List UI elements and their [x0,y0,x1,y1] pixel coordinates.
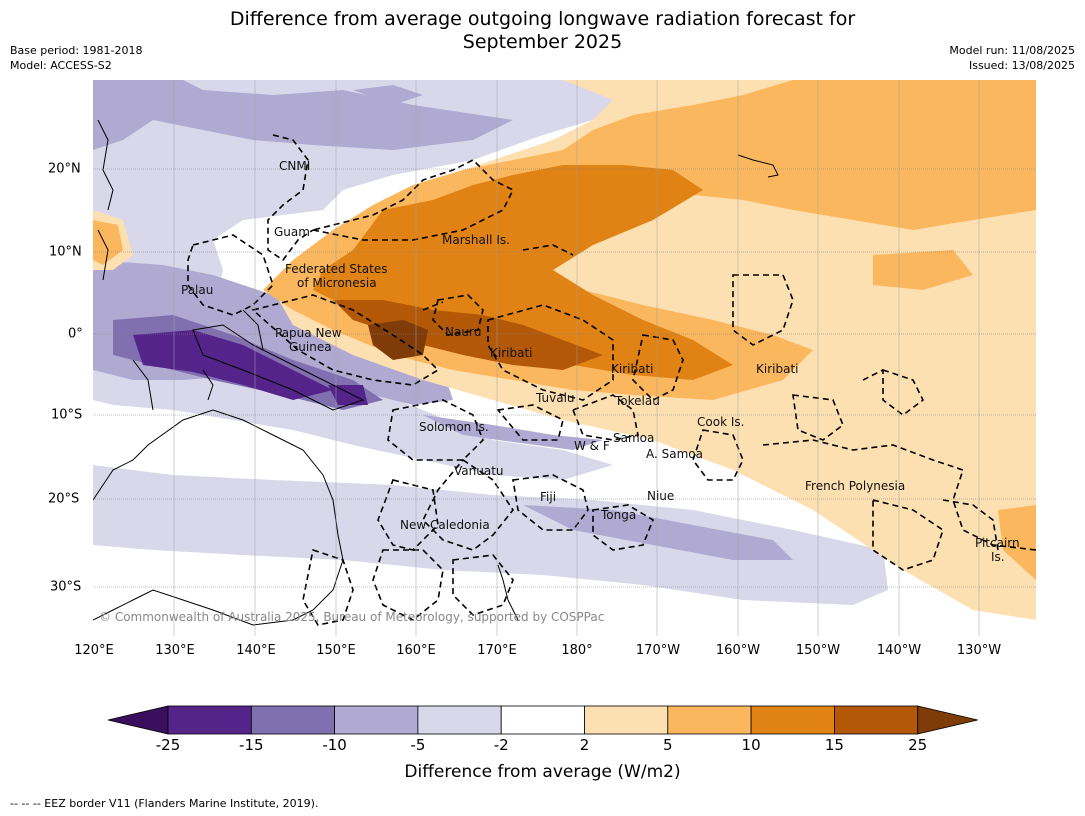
base-period: Base period: 1981-2018 [10,44,143,57]
label-marshall-islands: Marshall Is. [442,233,510,247]
label-kiribati-central: Kiribati [611,362,653,376]
colorbar-label: -25 [155,736,181,754]
x-tick: 150°W [795,643,841,658]
colorbar-label: 2 [579,736,590,754]
x-tick: 180° [561,643,593,658]
label-fiji: Fiji [540,490,556,504]
x-tick: 170°W [635,643,681,658]
label-palau: Palau [181,283,213,297]
coastlines [93,119,779,626]
y-tick: 10°S [51,407,83,423]
colorbar-cell [500,705,585,735]
label-guam: Guam [274,225,310,239]
label-fsm-line2: of Micronesia [297,276,377,290]
colorbar-cell [834,705,919,735]
anomaly-band-pos-strongest [368,320,428,360]
label-solomon-islands: Solomon Is. [419,420,489,434]
colorbar-cell [584,705,669,735]
olr-anomaly-map: CNMI Guam Marshall Is. Federated States … [93,80,1036,636]
copyright-notice: © Commonwealth of Australia 2025, Bureau… [99,610,604,624]
colorbar-label: -10 [322,736,347,754]
colorbar-label: 10 [741,736,761,754]
y-tick: 30°S [50,579,82,595]
label-pitcairn-line2: Is. [991,550,1005,564]
x-tick: 160°E [396,643,436,658]
colorbar-extend-high [917,705,978,735]
anomaly-band-neg-strongest [133,330,368,405]
label-tuvalu: Tuvalu [535,391,575,405]
label-american-samoa: A. Samoa [646,447,703,461]
colorbar-cell [167,705,252,735]
label-cook-islands: Cook Is. [697,415,744,429]
colorbar-label: -15 [239,736,264,754]
label-vanuatu: Vanuatu [454,464,504,478]
anomaly-band-pos-stronger [333,300,603,370]
colorbar-title: Difference from average (W/m2) [404,762,681,782]
meridians [173,80,980,636]
run-info: Model run: 11/08/2025 Issued: 13/08/2025 [949,43,1075,73]
label-niue: Niue [647,489,674,503]
colorbar-extend-low [107,705,169,735]
label-kiribati-west: Kiribati [490,346,532,360]
issued-date: Issued: 13/08/2025 [968,59,1075,72]
x-tick: 140°E [236,643,276,658]
label-tokelau: Tokelau [614,394,660,408]
label-cnmi: CNMI [279,159,310,173]
x-tick: 150°E [316,643,356,658]
label-french-polynesia: French Polynesia [805,479,905,493]
colorbar-label: -5 [410,736,426,754]
model-run: Model run: 11/08/2025 [949,44,1075,57]
colorbar-cell [334,705,419,735]
label-png-line1: Papua New [275,326,342,340]
x-tick: 160°W [715,643,761,658]
colorbar-label: 5 [663,736,673,754]
colorbar-label: -2 [493,736,509,754]
eez-footnote: -- -- -- EEZ border V11 (Flanders Marine… [10,797,319,810]
map-title: Difference from average outgoing longwav… [229,8,856,53]
eez-borders [187,134,1036,626]
x-tick: 130°W [956,643,1002,658]
base-info: Base period: 1981-2018 Model: ACCESS-S2 [10,43,142,73]
model-name: Model: ACCESS-S2 [10,59,112,72]
region-labels: CNMI Guam Marshall Is. Federated States … [181,159,1020,564]
label-wallis-futuna: W & F [574,439,610,453]
label-new-caledonia: New Caledonia [400,518,490,532]
colorbar [107,705,978,735]
x-tick: 140°W [876,643,922,658]
label-pitcairn-line1: Pitcairn [975,536,1020,550]
label-png-line2: Guinea [289,340,332,354]
y-tick: 0° [68,326,83,342]
label-kiribati-east: Kiribati [756,362,798,376]
x-tick: 130°E [155,643,195,658]
y-tick: 20°N [48,161,81,177]
colorbar-cell [250,705,336,735]
colorbar-label: 15 [824,736,844,754]
colorbar-cell [750,705,835,735]
label-nauru: Nauru [445,325,481,339]
label-samoa: Samoa [613,431,654,445]
x-tick: 120°E [74,643,114,658]
colorbar-cell [667,705,752,735]
x-tick: 170°E [477,643,517,658]
label-tonga: Tonga [600,508,636,522]
label-fsm-line1: Federated States [285,262,387,276]
colorbar-cell [417,705,502,735]
colorbar-label: 25 [908,736,928,754]
y-tick: 20°S [48,491,80,507]
y-tick: 10°N [49,244,82,260]
